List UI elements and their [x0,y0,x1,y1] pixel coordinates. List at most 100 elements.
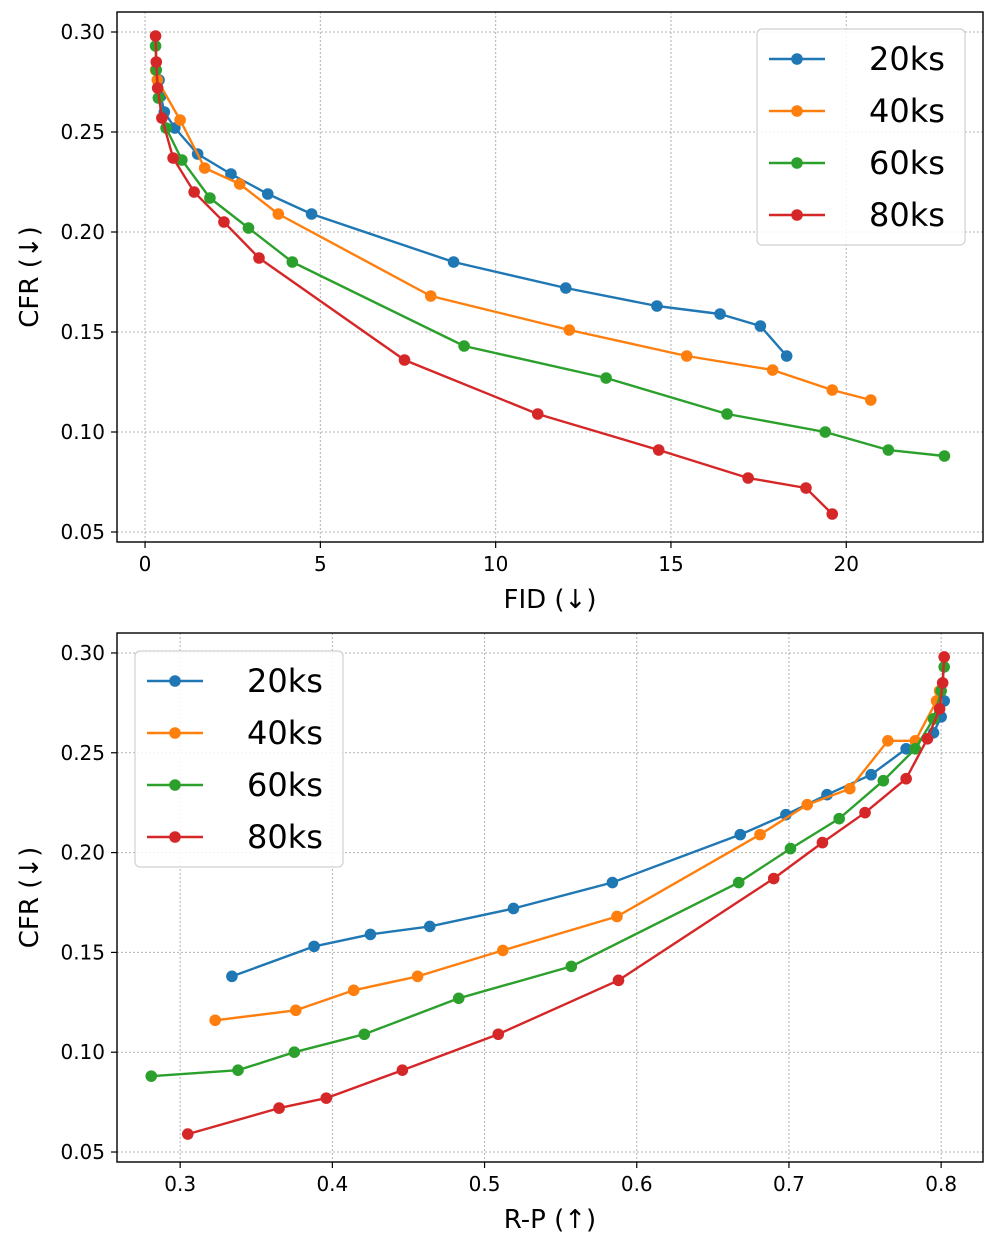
legend-marker-20ks [791,53,803,65]
y-tick-label: 0.05 [60,520,105,544]
data-point-40ks [826,384,839,396]
data-point-40ks [209,1014,221,1027]
data-point-40ks [611,910,623,923]
data-point-60ks [458,340,470,352]
data-point-60ks [232,1064,244,1076]
legend-marker-60ks [169,779,181,791]
data-point-80ks [149,30,162,42]
data-point-80ks [167,152,179,164]
data-point-80ks [188,186,200,198]
data-point-80ks [156,112,168,124]
data-point-80ks [859,806,871,819]
legend-box [134,650,344,868]
x-tick-label: 0.5 [469,1172,501,1196]
x-axis-label: R-P (↑) [504,1205,596,1235]
legend-label-40ks: 40ks [869,92,945,130]
data-point-60ks [286,256,299,268]
data-point-60ks [145,1070,158,1082]
data-point-80ks [938,651,950,663]
x-tick-label: 0.8 [925,1172,957,1196]
data-point-40ks [563,324,576,336]
y-tick-label: 0.20 [60,841,105,865]
x-tick-label: 0.3 [164,1172,196,1196]
data-point-80ks [273,1102,285,1114]
x-tick-label: 15 [658,552,683,576]
data-point-20ks [225,168,237,180]
y-tick-label: 0.15 [60,940,105,964]
y-axis-label: CFR (↓) [15,226,45,328]
data-point-80ks [253,252,265,264]
y-tick-label: 0.30 [60,641,105,665]
data-point-40ks [272,208,285,220]
x-axis-label: FID (↓) [504,585,597,615]
data-point-80ks [933,703,946,715]
chart-panel-2: 0.3 0.4 0.5 0.6 0.7 0.8 0.05 0.10 0.15 0.20 0.25 0.… [15,632,984,1235]
data-point-40ks [754,828,766,841]
series-line-80ks [154,35,834,515]
data-point-60ks [242,222,255,234]
legend-marker-60ks [791,157,803,169]
data-point-80ks [652,444,665,456]
data-point-40ks [497,944,509,957]
data-point-40ks [198,162,211,174]
legend-marker-80ks [169,831,181,843]
data-point-60ks [833,812,845,825]
data-point-80ks [181,1128,194,1140]
data-point-20ks [364,928,377,941]
y-tick-label: 0.15 [60,320,105,344]
y-tick-label: 0.30 [60,20,105,44]
data-point-20ks [865,768,877,781]
x-tick-label: 5 [314,552,327,576]
y-tick-label: 0.10 [60,1040,105,1064]
x-tick-label: 0 [139,552,152,576]
data-point-40ks [680,350,693,362]
series-line-60ks [151,666,946,1078]
y-tick-label: 0.10 [60,420,105,444]
data-point-20ks [734,828,747,841]
data-point-20ks [714,308,726,320]
data-point-20ks [507,902,520,915]
data-point-60ks [358,1028,371,1041]
data-point-40ks [424,290,437,302]
data-point-20ks [423,920,436,933]
data-point-60ks [721,408,733,420]
data-point-60ks [909,742,922,755]
data-point-40ks [801,798,814,811]
data-point-60ks [176,154,188,166]
data-point-20ks [754,320,767,332]
data-point-60ks [877,774,890,787]
y-axis-label: CFR (↓) [15,847,45,949]
data-point-40ks [233,178,246,190]
legend-marker-40ks [791,105,803,117]
series-line-40ks [154,69,872,402]
data-point-80ks [742,472,754,484]
legend: 20ks 40ks 60ks 80ks [756,28,966,246]
x-tick-label: 0.4 [316,1172,348,1196]
data-point-60ks [204,192,216,204]
legend-label-20ks: 20ks [247,662,323,700]
data-point-60ks [882,444,895,456]
data-point-80ks [320,1092,333,1104]
data-point-80ks [398,354,411,366]
data-point-40ks [174,114,186,126]
data-point-80ks [816,836,829,849]
data-point-40ks [411,970,424,983]
y-tick-label: 0.25 [60,120,105,144]
data-point-20ks [559,282,572,294]
data-point-60ks [565,960,578,973]
legend: 20ks 40ks 60ks 80ks [134,650,344,868]
legend-label-60ks: 60ks [247,766,323,804]
data-point-80ks [150,56,163,68]
data-point-80ks [921,733,934,745]
data-point-40ks [347,984,360,997]
x-tick-label: 0.6 [621,1172,653,1196]
data-point-60ks [938,450,951,462]
plot-frame [116,632,984,1163]
data-point-40ks [844,782,856,795]
data-point-80ks [900,772,912,785]
legend-label-80ks: 80ks [247,818,323,856]
data-point-40ks [290,1004,302,1017]
data-point-60ks [452,992,465,1005]
data-point-80ks [936,677,949,689]
data-point-20ks [308,940,320,953]
